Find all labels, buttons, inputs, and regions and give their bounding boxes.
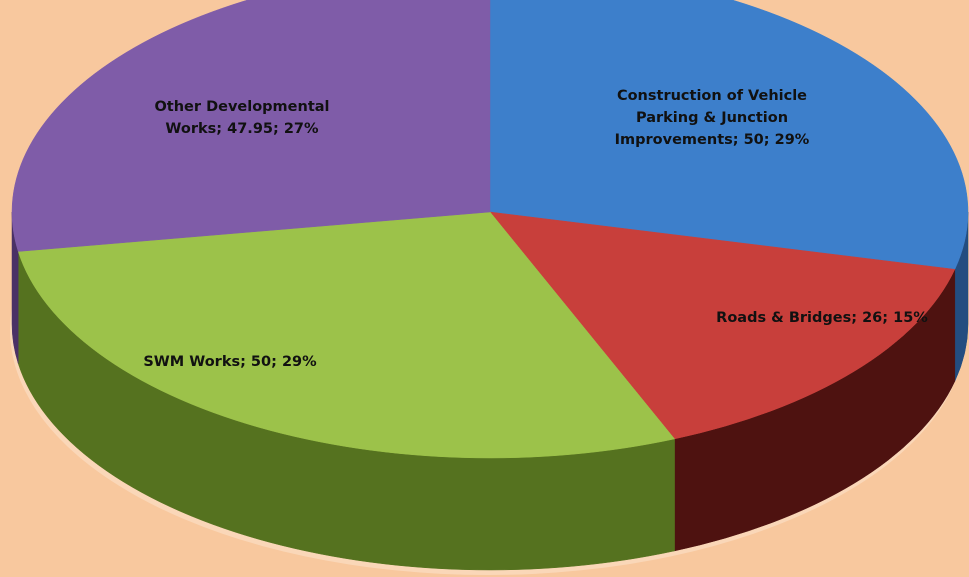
slice (11, 0, 491, 252)
slice (489, 211, 956, 440)
data-label: SWM Works; 50; 29% (143, 354, 317, 370)
slice (489, 0, 969, 270)
slice (17, 211, 676, 459)
data-label: Other Developmental Works; 47.95; 27% (154, 99, 330, 137)
data-label: Construction of Vehicle Parking & Juncti… (614, 88, 810, 148)
data-label: Roads & Bridges; 26; 15% (716, 310, 928, 326)
